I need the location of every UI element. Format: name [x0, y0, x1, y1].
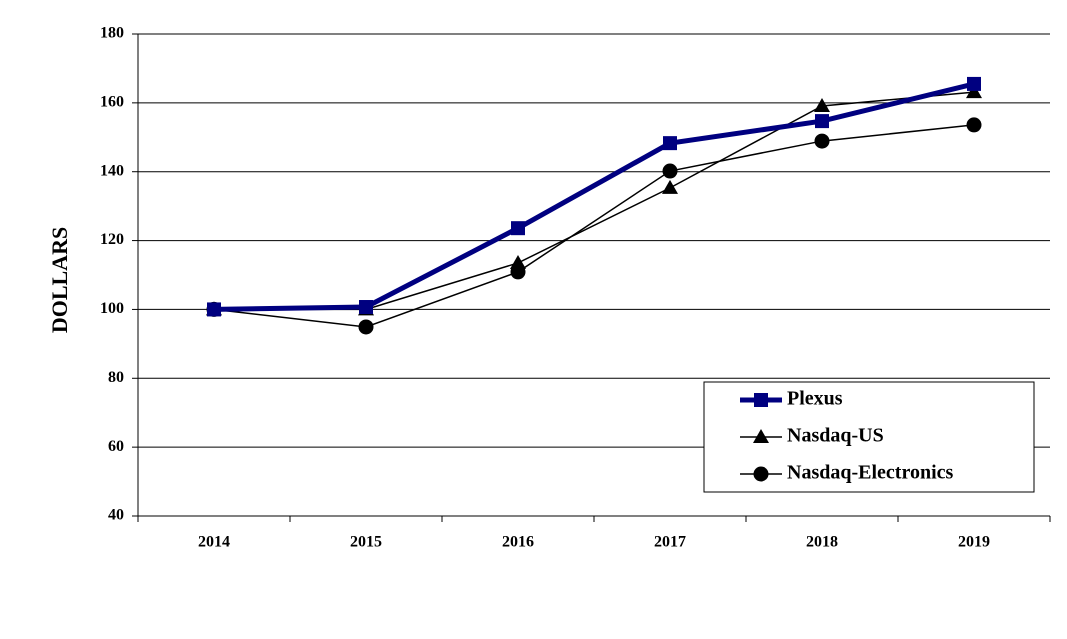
- x-tick-label: 2018: [806, 534, 838, 551]
- legend-label: Nasdaq-US: [787, 425, 884, 447]
- marker: [967, 76, 981, 91]
- marker: [662, 179, 678, 194]
- marker: [814, 133, 830, 149]
- marker: [207, 302, 221, 317]
- marker: [814, 97, 830, 112]
- y-axis-label: DOLLARS: [47, 227, 72, 333]
- y-tick-label: 60: [108, 438, 124, 455]
- series-line: [213, 81, 975, 312]
- series-line: [213, 124, 975, 328]
- y-tick-label: 80: [108, 369, 124, 386]
- series-line: [214, 91, 975, 311]
- y-tick-label: 180: [100, 25, 124, 42]
- marker: [966, 84, 982, 99]
- marker: [510, 254, 526, 269]
- y-tick-label: 160: [100, 94, 124, 111]
- marker: [966, 117, 982, 133]
- marker: [753, 466, 769, 482]
- marker: [754, 393, 768, 407]
- legend: Plexus Nasdaq-US Nasdaq-Electronics: [703, 381, 1035, 493]
- y-tick-label: 140: [100, 162, 124, 179]
- marker: [359, 300, 373, 315]
- legend-label: Nasdaq-Electronics: [787, 462, 954, 484]
- x-tick-label: 2016: [502, 534, 534, 551]
- marker: [511, 221, 525, 236]
- marker: [663, 136, 677, 151]
- x-tick-label: 2017: [654, 534, 686, 551]
- marker: [815, 114, 829, 129]
- x-tick-label: 2019: [958, 534, 990, 551]
- marker: [753, 429, 769, 443]
- marker: [358, 319, 374, 335]
- x-tick-label: 2015: [350, 534, 382, 551]
- marker: [662, 163, 678, 179]
- y-tick-label: 120: [100, 231, 124, 248]
- y-tick-label: 100: [100, 300, 124, 317]
- y-tick-label: 40: [108, 507, 124, 524]
- x-tick-label: 2014: [198, 534, 230, 551]
- legend-label: Plexus: [787, 388, 843, 410]
